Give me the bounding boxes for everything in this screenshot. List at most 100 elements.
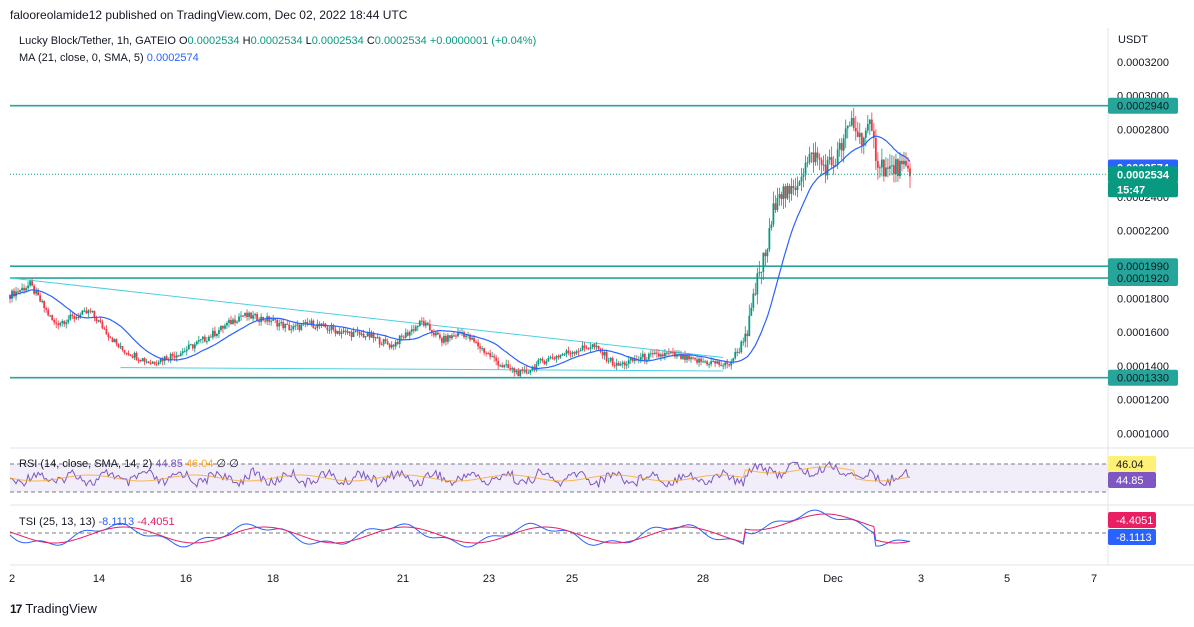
candle-body (75, 317, 78, 319)
candle-body (246, 312, 248, 317)
candle-body (716, 361, 719, 364)
candle-body (557, 356, 560, 358)
candle-body (521, 369, 524, 371)
candle-body (591, 344, 594, 348)
candle-body (583, 345, 586, 348)
candle-body (824, 164, 827, 176)
candle-body (212, 330, 214, 338)
candle-body (412, 329, 415, 331)
rsi-legend-label: RSI (14, close, SMA, 14, 2) (19, 458, 153, 470)
candle-body (453, 335, 455, 337)
low-value: 0.0002534 (311, 35, 364, 47)
price-tick-7: 0.0001400 (1117, 361, 1169, 373)
symbol-legend[interactable]: Lucky Block/Tether, 1h, GATEIO O0.000253… (19, 35, 536, 47)
publisher-line: falooreolamide12 published on TradingVie… (10, 8, 408, 22)
candle-body (893, 165, 895, 175)
candle-body (748, 315, 751, 337)
time-tick-4: 21 (397, 573, 409, 585)
candle-body (553, 358, 556, 360)
candle-body (611, 357, 614, 366)
candle-body (678, 354, 680, 356)
candle-body (9, 294, 11, 299)
candle-body (706, 361, 708, 365)
candle-body (672, 352, 674, 354)
candle-body (796, 185, 799, 191)
time-tick-11: 7 (1091, 573, 1097, 585)
candle-body (732, 358, 735, 362)
candle-body (344, 330, 347, 332)
price-label-bg-4 (1108, 258, 1178, 275)
candle-body (193, 344, 196, 349)
candle-body (842, 138, 845, 151)
candle-body (161, 358, 164, 362)
candle-body (722, 365, 725, 367)
candle-body (51, 315, 54, 321)
candle-body (754, 293, 757, 295)
candle-body (595, 345, 598, 348)
candle-body (121, 346, 124, 351)
candle-body (33, 285, 36, 294)
candle-body (688, 355, 690, 360)
candle-body (581, 345, 584, 351)
candle-body (163, 356, 166, 362)
candle-body (199, 339, 202, 341)
candle-body (111, 338, 114, 343)
candle-body (262, 316, 265, 321)
candle-body (47, 309, 50, 316)
candle-body (555, 356, 558, 359)
candle-body (489, 353, 492, 357)
candle-body (880, 159, 883, 168)
rsi-legend-empty1: ∅ (216, 458, 227, 470)
price-label-bg-3 (1108, 181, 1178, 198)
candle-body (633, 359, 636, 362)
candle-body (615, 362, 618, 366)
candle-body (655, 352, 658, 354)
candle-body (205, 341, 208, 343)
candle-body (511, 368, 514, 370)
candle-body (183, 351, 186, 353)
candle-body (177, 355, 180, 357)
tsi-legend[interactable]: TSI (25, 13, 13) -8.1113 -4.4051 (19, 516, 175, 528)
candle-body (662, 354, 664, 357)
candle-body (268, 316, 271, 322)
tsi-legend-label: TSI (25, 13, 13) (19, 516, 96, 528)
candle-body (216, 333, 218, 336)
candle-body (770, 224, 773, 229)
footer[interactable]: 17 TradingView (10, 601, 97, 616)
candle-body (897, 159, 899, 177)
time-tick-2: 16 (180, 573, 192, 585)
candle-body (270, 320, 273, 322)
candle-body (643, 354, 646, 361)
candle-body (451, 335, 453, 339)
candle-body (230, 319, 232, 325)
candle-body (515, 370, 518, 373)
candle-body (569, 352, 572, 354)
candle-body (891, 165, 893, 167)
candle-body (356, 331, 359, 333)
candle-body (467, 334, 469, 336)
candle-body (437, 332, 439, 335)
candle-body (601, 351, 604, 356)
candle-body (635, 359, 638, 361)
candle-body (77, 317, 80, 319)
candle-body (67, 319, 70, 323)
candle-body (647, 353, 650, 360)
rsi-legend[interactable]: RSI (14, close, SMA, 14, 2) 44.85 46.04 … (19, 457, 239, 470)
trendline-1[interactable] (120, 367, 724, 372)
candle-body (738, 351, 741, 353)
candle-body (513, 368, 516, 373)
candle-body (234, 319, 236, 323)
candle-body (292, 326, 295, 330)
candle-body (668, 352, 670, 354)
candle-body (376, 337, 379, 339)
candle-body (806, 162, 809, 164)
ma-value: 0.0002574 (146, 52, 199, 64)
candle-body (378, 337, 381, 345)
price-tick-6: 0.0001600 (1117, 327, 1169, 339)
trendline-0[interactable] (9, 277, 724, 358)
ma-legend[interactable]: MA (21, close, 0, SMA, 5) 0.0002574 (19, 52, 199, 64)
candle-body (479, 346, 481, 349)
candle-body (125, 352, 128, 354)
candle-body (366, 331, 369, 337)
